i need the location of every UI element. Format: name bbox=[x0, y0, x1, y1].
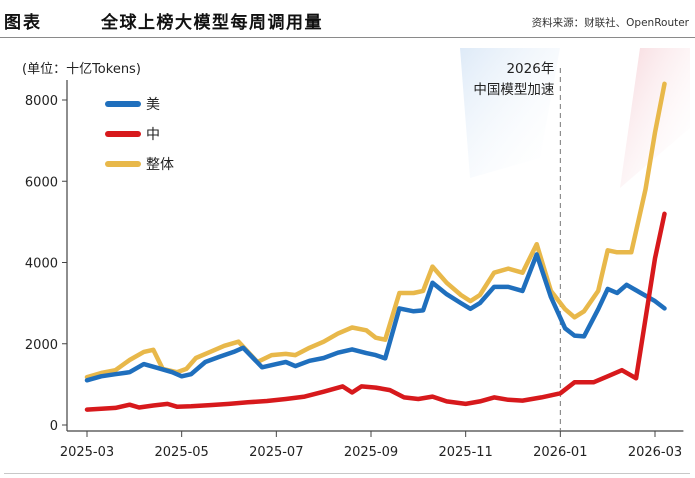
y-tick-label: 6000 bbox=[25, 175, 58, 190]
bottom-rule bbox=[4, 473, 690, 474]
annotation-text-year: 2026年 bbox=[506, 61, 554, 77]
figure-title: 全球上榜大模型每周调用量 bbox=[101, 13, 323, 33]
series-lines bbox=[84, 81, 667, 412]
series-line-cn bbox=[84, 211, 667, 412]
annotation-text-desc: 中国模型加速 bbox=[473, 82, 554, 98]
legend-label-cn: 中 bbox=[146, 127, 160, 143]
y-axis-label: (单位：十亿Tokens) bbox=[22, 62, 141, 77]
x-tick-label: 2026-01 bbox=[533, 445, 587, 460]
decor-band-blue bbox=[460, 48, 560, 178]
line-chart: 0 2000 4000 6000 8000 2025-03 2025-05 2025-07 20… bbox=[22, 48, 690, 460]
y-tick-label: 2000 bbox=[25, 338, 58, 353]
x-tick-label: 2026-03 bbox=[628, 445, 682, 460]
series-line-total bbox=[84, 81, 667, 380]
figure-label: 图表 bbox=[4, 13, 42, 33]
figure-header: 图表 全球上榜大模型每周调用量 资料来源：财联社、OpenRouter bbox=[0, 0, 695, 38]
y-tick-label: 4000 bbox=[25, 257, 58, 272]
x-tick-label: 2025-07 bbox=[249, 445, 303, 460]
x-tick-label: 2025-05 bbox=[155, 445, 209, 460]
figure-source: 资料来源：财联社、OpenRouter bbox=[531, 17, 689, 29]
legend-label-total: 整体 bbox=[146, 157, 174, 173]
series-line-us bbox=[84, 252, 667, 383]
axes: 0 2000 4000 6000 8000 2025-03 2025-05 2025-07 20… bbox=[25, 80, 684, 460]
legend-label-us: 美 bbox=[146, 97, 160, 113]
background-decoration bbox=[460, 48, 690, 188]
y-tick-label: 8000 bbox=[25, 94, 58, 109]
y-tick-label: 0 bbox=[50, 419, 58, 434]
x-tick-label: 2025-03 bbox=[60, 445, 114, 460]
decor-band-red bbox=[620, 48, 690, 188]
x-tick-label: 2025-11 bbox=[439, 445, 493, 460]
x-tick-label: 2025-09 bbox=[344, 445, 398, 460]
